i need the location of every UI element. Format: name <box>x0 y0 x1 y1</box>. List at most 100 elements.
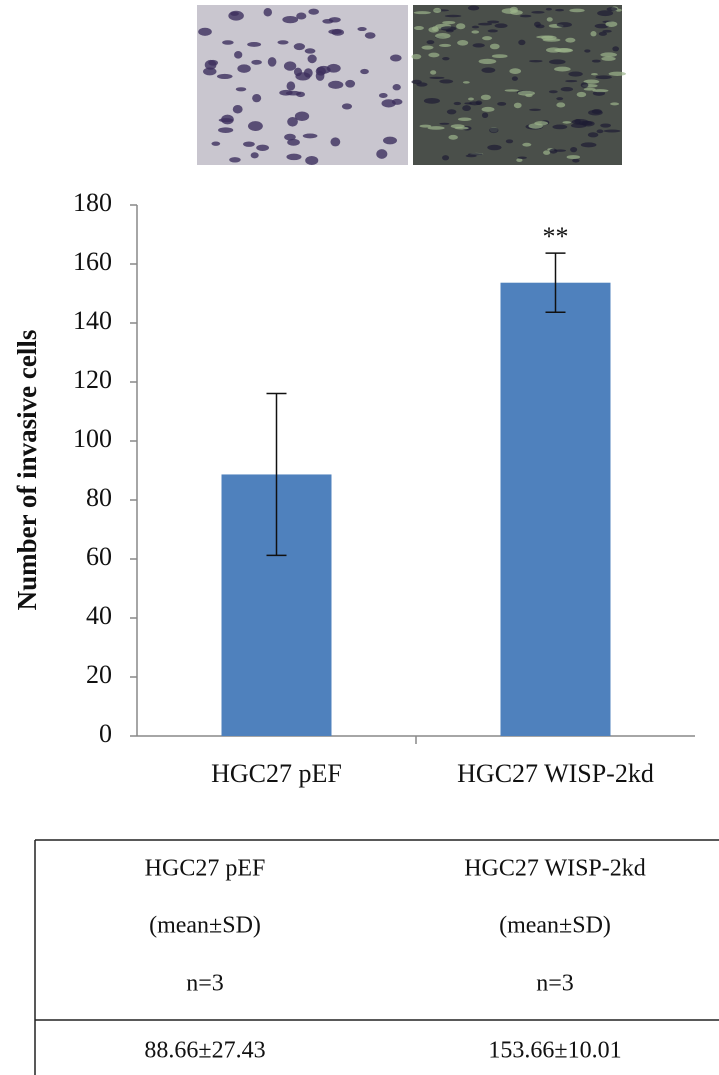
y-tick-label: 100 <box>73 424 112 453</box>
cell <box>211 141 221 146</box>
cell <box>328 80 344 89</box>
cell <box>277 40 289 45</box>
table-header: n=3 <box>536 971 574 997</box>
cell <box>302 133 318 139</box>
cell <box>529 59 543 63</box>
cell <box>464 102 472 105</box>
cell <box>565 37 576 43</box>
cell <box>328 29 342 35</box>
y-tick-label: 180 <box>73 188 112 217</box>
cell <box>252 94 262 103</box>
cell <box>423 97 440 104</box>
y-tick-label: 160 <box>73 247 112 276</box>
cell <box>610 102 620 106</box>
cell <box>247 121 263 131</box>
cell <box>517 90 535 96</box>
table-header: n=3 <box>186 971 224 997</box>
significance: ** <box>543 222 569 251</box>
cell <box>602 29 612 33</box>
cell <box>376 149 388 159</box>
cell <box>450 124 465 129</box>
cell <box>482 36 493 41</box>
cell <box>414 26 424 31</box>
cell <box>428 52 440 58</box>
cell <box>341 103 353 110</box>
cell <box>305 155 319 165</box>
cell <box>545 7 552 11</box>
cell <box>481 67 496 73</box>
cell <box>308 8 319 15</box>
cell <box>462 105 471 112</box>
cell <box>427 126 445 130</box>
cell <box>421 45 434 50</box>
cell <box>497 101 507 106</box>
cell <box>592 89 609 93</box>
cell <box>286 153 302 161</box>
micrograph-left <box>197 5 408 165</box>
cell <box>471 25 480 29</box>
cell <box>457 117 472 122</box>
cell <box>587 132 599 138</box>
cell <box>590 31 597 37</box>
cell <box>467 5 480 11</box>
cell <box>256 144 270 151</box>
cell <box>216 73 233 79</box>
cell <box>442 57 450 61</box>
bar <box>500 282 611 736</box>
y-axis-label: Number of invasive cells <box>12 330 42 611</box>
cell <box>446 109 457 115</box>
cell <box>517 156 527 159</box>
cell <box>555 8 565 12</box>
cell <box>576 91 587 98</box>
cell <box>457 40 469 46</box>
cell <box>243 141 255 147</box>
table-header: (mean±SD) <box>499 913 611 939</box>
cell <box>603 129 621 133</box>
cell <box>472 43 485 48</box>
cell <box>504 89 519 92</box>
cell <box>606 7 618 12</box>
cell <box>580 142 597 148</box>
cell <box>546 17 553 22</box>
cell <box>326 63 341 73</box>
cell <box>283 61 297 71</box>
table-header: (mean±SD) <box>149 913 261 939</box>
table-header: HGC27 WISP-2kd <box>464 856 646 882</box>
cell <box>391 98 403 105</box>
cell <box>230 11 239 16</box>
cell <box>568 71 583 77</box>
cell <box>531 11 545 14</box>
y-tick-label: 0 <box>99 719 112 748</box>
cell <box>439 79 454 84</box>
cell <box>594 23 610 29</box>
cell <box>584 49 591 53</box>
cell <box>357 27 367 32</box>
cell <box>285 90 302 96</box>
cell <box>595 75 612 80</box>
cell <box>597 10 614 17</box>
cell <box>433 7 442 13</box>
cell <box>294 111 310 121</box>
x-tick-label: HGC27 WISP-2kd <box>457 759 654 788</box>
cell <box>560 86 574 92</box>
cell <box>364 32 376 39</box>
cell <box>234 51 243 59</box>
cell <box>552 124 568 130</box>
cell <box>489 43 500 50</box>
cell <box>237 64 251 73</box>
cell <box>487 144 502 151</box>
cell <box>448 134 458 140</box>
cell <box>542 38 561 42</box>
cell <box>456 23 466 30</box>
cell <box>569 8 585 13</box>
cell <box>439 43 452 47</box>
cell <box>583 79 600 84</box>
cell <box>426 40 435 45</box>
cell <box>580 82 589 88</box>
cell <box>478 58 497 65</box>
cell <box>307 54 317 64</box>
cell <box>516 158 523 163</box>
cell <box>545 47 562 53</box>
cell <box>411 79 422 85</box>
